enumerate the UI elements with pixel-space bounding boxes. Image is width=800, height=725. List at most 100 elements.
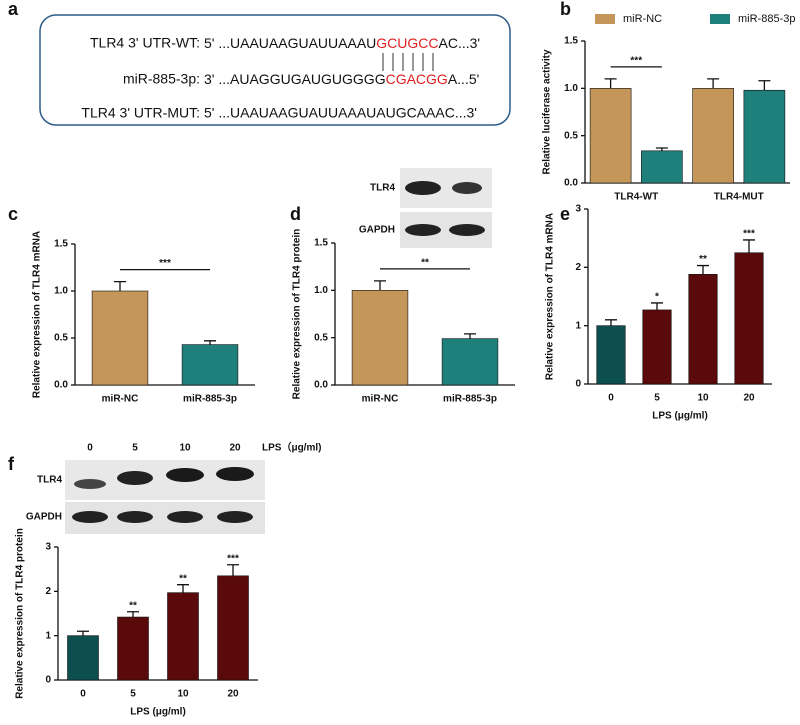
bar — [641, 150, 683, 184]
y-tick-label: 0.0 — [314, 380, 328, 391]
x-tick-label: miR-885-3p — [443, 394, 497, 405]
y-axis-label: Relative expression of TLR4 mRNA — [32, 231, 43, 398]
error-bar — [204, 340, 216, 345]
error-bar — [758, 80, 771, 91]
y-tick-label: 1.5 — [54, 239, 68, 250]
x-tick-label: TLR4-WT — [614, 192, 658, 203]
band — [166, 468, 204, 482]
blot-label: TLR4 — [37, 475, 62, 486]
band — [217, 511, 253, 523]
error-bar — [651, 302, 663, 310]
sig-label: ** — [421, 258, 429, 269]
error-bar — [464, 333, 476, 339]
seed-diagram: TLR4 3' UTR-WT: 5' ...UAAUAAGUAUUAAAUGCU… — [81, 35, 480, 121]
sig-label: *** — [159, 258, 171, 269]
y-tick-label: 1.0 — [54, 286, 68, 297]
legend-swatch — [710, 14, 730, 24]
blot-col: 10 — [179, 443, 191, 454]
legend-label: miR-885-3p — [738, 13, 795, 25]
x-tick-label: 0 — [80, 689, 86, 700]
band — [405, 181, 441, 195]
blot-col: 5 — [132, 443, 138, 454]
bar — [181, 344, 239, 386]
y-tick-label: 3 — [45, 542, 51, 553]
band — [405, 224, 441, 236]
bar — [589, 88, 632, 184]
sig-label: ** — [179, 573, 187, 584]
blot-col: 0 — [87, 443, 93, 454]
bar — [642, 309, 672, 385]
x-axis-label: LPS (μg/ml) — [130, 707, 186, 718]
legend-label: miR-NC — [623, 13, 662, 25]
x-tick-label: 10 — [697, 393, 709, 404]
blot-f: 0 5 10 20 LPS（μg/ml) TLR4 GAPDH — [26, 441, 321, 534]
error-bar — [604, 78, 617, 89]
seq: 5' ...UAAUAAGUAUUAAAUAUGCAAAC...3' — [204, 105, 477, 121]
x-tick-label: miR-885-3p — [183, 394, 237, 405]
blot-label: TLR4 — [370, 183, 395, 194]
y-tick-label: 0 — [575, 379, 581, 390]
x-tick-label: miR-NC — [362, 394, 399, 405]
x-tick-label: 10 — [177, 689, 189, 700]
blot-label: GAPDH — [26, 512, 62, 523]
error-bar — [743, 239, 755, 253]
band — [74, 479, 106, 489]
bar — [441, 338, 499, 386]
x-tick-label: 0 — [608, 393, 614, 404]
bar — [67, 635, 99, 681]
x-tick-label: miR-NC — [102, 394, 139, 405]
y-tick-label: 1.5 — [564, 36, 578, 47]
error-bar — [177, 584, 189, 593]
x-axis-label: LPS (μg/ml) — [652, 411, 708, 422]
error-bar — [127, 611, 139, 618]
sig-label: *** — [227, 553, 239, 564]
seq-label: TLR4 3' UTR-WT: — [90, 35, 200, 51]
panel-label: f — [8, 454, 15, 474]
y-tick-label: 1 — [575, 320, 581, 331]
sig-label: *** — [743, 229, 755, 240]
bar — [734, 252, 764, 385]
x-tick-label: 20 — [227, 689, 239, 700]
y-tick-label: 1.0 — [314, 285, 328, 296]
bar — [688, 274, 718, 385]
y-tick-label: 0 — [45, 675, 51, 686]
bar — [117, 616, 149, 681]
y-tick-label: 1.0 — [564, 83, 578, 94]
bar — [596, 325, 626, 385]
sig-label: ** — [129, 600, 137, 611]
blot-d: TLR4 GAPDH — [359, 168, 492, 248]
x-tick-label: TLR4-MUT — [714, 192, 764, 203]
x-tick-label: 20 — [743, 393, 755, 404]
sig-label: * — [655, 292, 659, 303]
seq-label: miR-885-3p: — [123, 71, 200, 87]
y-axis-label: Relative expression of TLR4 protein — [292, 229, 303, 400]
legend-swatch — [595, 14, 615, 24]
pairing-lines — [382, 53, 434, 71]
y-axis-label: Relative luciferase activity — [542, 49, 553, 175]
bar — [217, 575, 249, 681]
error-bar — [605, 319, 617, 326]
blot-label: GAPDH — [359, 225, 395, 236]
band — [167, 511, 203, 523]
panel-label: a — [8, 0, 19, 19]
y-tick-label: 3 — [575, 204, 581, 215]
seq: 3' ...AUAGGUGAUGUGGGGCGACGGA...5' — [204, 71, 479, 87]
bar — [692, 88, 734, 184]
panel-label: b — [560, 0, 571, 19]
y-tick-label: 1.5 — [314, 238, 328, 249]
y-tick-label: 0.0 — [564, 178, 578, 189]
bar — [351, 290, 409, 386]
blot-treatment: LPS（μg/ml) — [262, 441, 321, 454]
blot-col: 20 — [229, 443, 241, 454]
error-bar — [114, 280, 126, 291]
y-tick-label: 2 — [45, 586, 51, 597]
x-tick-label: 5 — [654, 393, 660, 404]
band — [216, 467, 254, 481]
y-tick-label: 1 — [45, 630, 51, 641]
y-tick-label: 0.5 — [314, 332, 328, 343]
x-tick-label: 5 — [130, 689, 136, 700]
band — [449, 224, 485, 236]
seq-label: TLR4 3' UTR-MUT: — [81, 105, 200, 121]
y-tick-label: 0.5 — [564, 130, 578, 141]
error-bar — [227, 564, 239, 576]
